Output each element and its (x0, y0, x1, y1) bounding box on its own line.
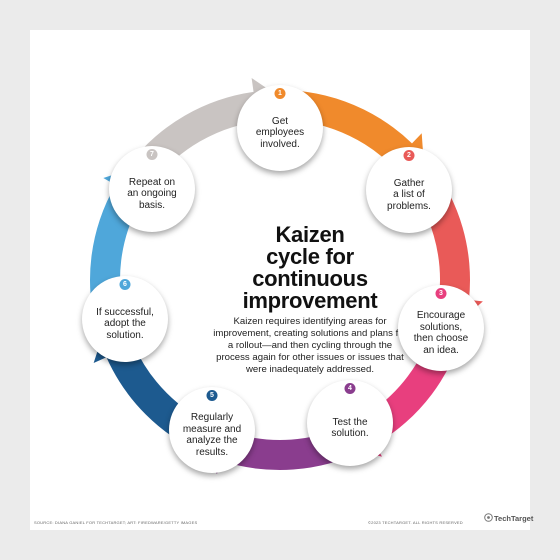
step-5-number: 5 (206, 390, 218, 401)
step-6-circle: 6 If successful, adopt the solution. (82, 276, 168, 362)
step-2-text: Gather a list of problems. (387, 177, 431, 212)
step-7-text: Repeat on an ongoing basis. (127, 176, 177, 211)
step-3-circle: 3 Encourage solutions, then choose an id… (398, 285, 484, 371)
step-6-text: If successful, adopt the solution. (96, 306, 154, 341)
step-4-text: Test the solution. (331, 416, 369, 440)
step-3-text: Encourage solutions, then choose an idea… (413, 310, 469, 356)
brand-name: TechTarget (494, 514, 534, 523)
diagram-title: Kaizen cycle for continuous improvement (242, 222, 378, 313)
brand-logo-icon (484, 513, 493, 522)
step-3-number: 3 (435, 288, 447, 299)
step-2-circle: 2 Gather a list of problems. (366, 147, 452, 233)
infographic-card: Kaizen cycle for continuous improvement … (30, 30, 530, 530)
step-1-number: 1 (274, 88, 286, 99)
step-2-number: 2 (403, 150, 415, 161)
step-1-circle: 1 Get employees involved. (237, 85, 323, 171)
copyright-notice: ©2023 TECHTARGET. ALL RIGHTS RESERVED (368, 520, 463, 525)
step-7-circle: 7 Repeat on an ongoing basis. (109, 146, 195, 232)
step-7-number: 7 (146, 149, 158, 160)
step-5-circle: 5 Regularly measure and analyze the resu… (169, 387, 255, 473)
step-4-circle: 4 Test the solution. (307, 380, 393, 466)
step-4-number: 4 (344, 383, 356, 394)
step-6-number: 6 (119, 279, 131, 290)
source-credit: SOURCE: DIANA GANIEL FOR TECHTARGET; ART… (34, 520, 198, 525)
step-5-text: Regularly measure and analyze the result… (182, 412, 242, 458)
step-1-text: Get employees involved. (255, 115, 305, 150)
diagram-description: Kaizen requires identifying areas for im… (213, 316, 407, 375)
